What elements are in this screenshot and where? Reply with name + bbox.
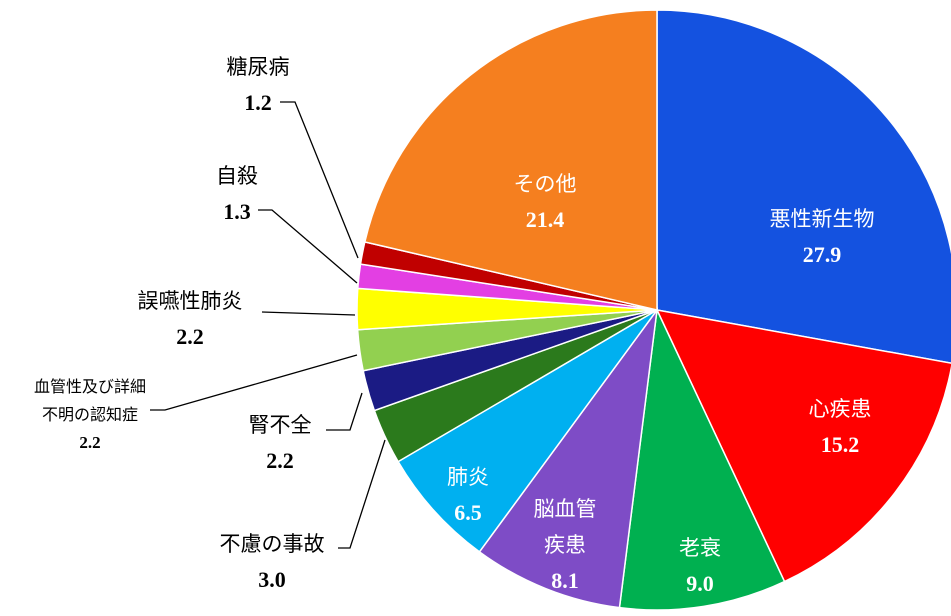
leader-line [261,311,356,316]
value-label: 9.0 [686,571,714,596]
value-label: 3.0 [258,567,286,592]
slice-label: 不慮の事故 3.0 [220,526,325,598]
category-label: 肺炎 [447,465,489,489]
category-label: 心疾患 [808,397,872,421]
slice-label: 脳血管 疾患 8.1 [534,491,597,599]
category-label: 脳血管 疾患 [533,497,597,557]
value-label: 8.1 [551,568,579,593]
pie-slice [655,309,951,583]
slice-label: 誤嚥性肺炎 2.2 [138,283,243,355]
leader-line [280,101,359,259]
category-label: 誤嚥性肺炎 [137,289,243,313]
leader-line [258,209,358,284]
slice-label: 腎不全 2.2 [249,407,312,479]
slice-label: 老衰 9.0 [679,530,721,602]
pie-slice [656,9,951,364]
slice-label: 心疾患 15.2 [809,391,872,463]
category-label: 悪性新生物 [769,207,875,231]
pie-slice [363,9,658,311]
slice-label: その他 21.4 [514,166,577,238]
slice-label: 自殺 1.3 [216,158,258,230]
value-label: 15.2 [820,432,860,457]
category-label: 不慮の事故 [219,532,325,556]
category-label: 血管性及び詳細 不明の認知症 [33,377,147,424]
slice-label: 肺炎 6.5 [447,459,489,531]
value-label: 21.4 [525,207,565,232]
leader-line [338,439,386,549]
leader-line [150,354,358,411]
category-label: その他 [513,172,577,196]
category-label: 糖尿病 [226,55,290,79]
value-label: 27.9 [802,242,842,267]
pie-slice [397,309,658,553]
value-label: 2.2 [176,324,204,349]
value-label: 1.2 [244,90,272,115]
value-label: 2.2 [266,448,294,473]
category-label: 老衰 [679,536,721,560]
slice-label: 悪性新生物 27.9 [770,201,875,273]
pie-slice [618,307,786,611]
category-label: 自殺 [216,164,258,188]
slice-label: 血管性及び詳細 不明の認知症 2.2 [34,373,146,457]
leader-line [326,392,363,431]
slice-label: 糖尿病 1.2 [227,49,290,121]
pie-slice [478,307,659,609]
value-label: 1.3 [223,199,251,224]
category-label: 腎不全 [248,413,312,437]
value-label: 2.2 [79,433,101,452]
value-label: 6.5 [454,500,482,525]
